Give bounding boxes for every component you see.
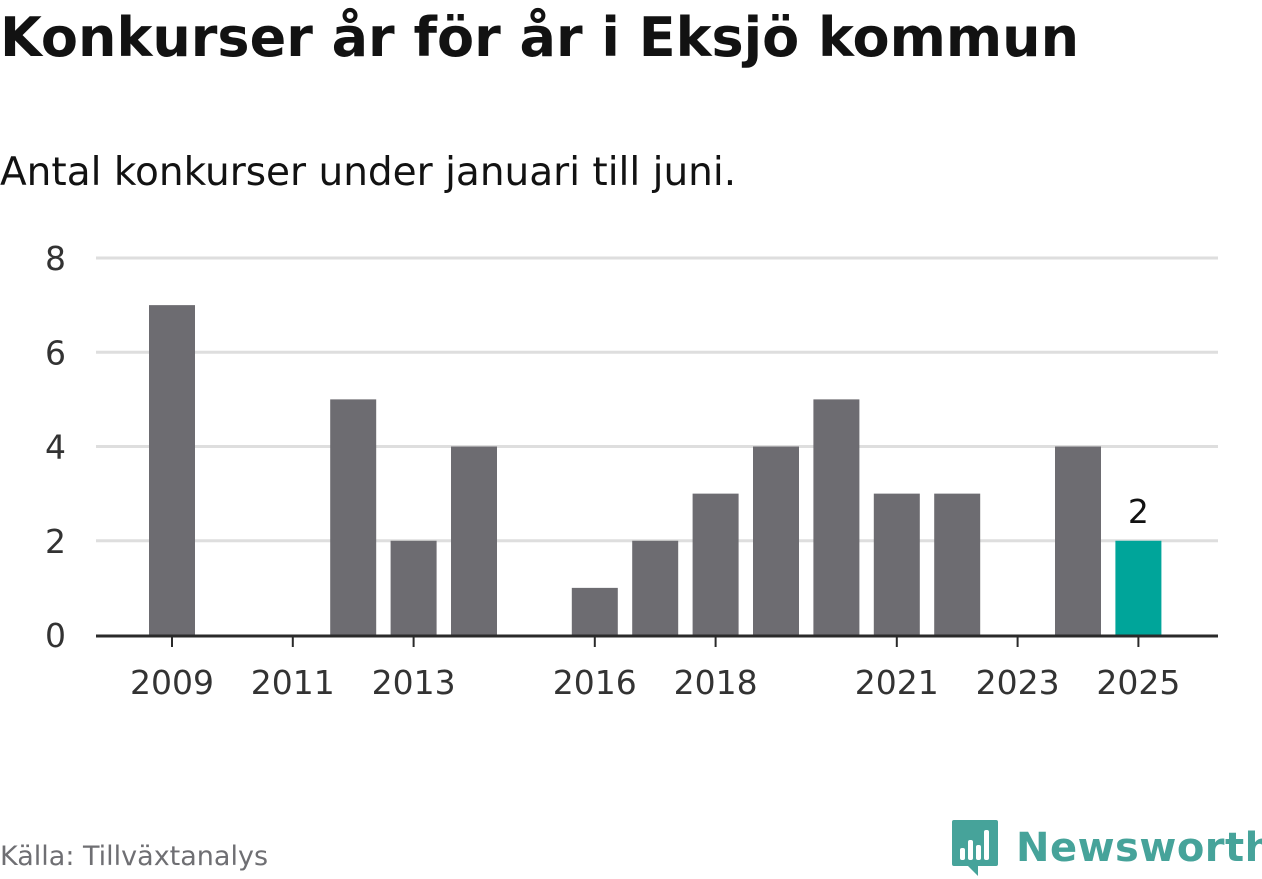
y-tick-label: 0 bbox=[45, 616, 66, 655]
bar-2009 bbox=[149, 305, 195, 635]
y-tick-label: 4 bbox=[45, 428, 66, 467]
bar-2022 bbox=[934, 493, 981, 635]
bar-2020 bbox=[813, 399, 860, 635]
bar-2018 bbox=[692, 493, 739, 635]
data-label-2025: 2 bbox=[1128, 492, 1149, 531]
x-tick-label: 2023 bbox=[976, 663, 1060, 702]
bar-2024 bbox=[1055, 446, 1101, 635]
bars bbox=[149, 305, 1162, 635]
x-tick-label: 2018 bbox=[674, 663, 758, 702]
bar-2025 bbox=[1115, 540, 1162, 635]
x-axis-ticks: 2009 2011 2013 2016 2018 2021 2023 2025 bbox=[130, 636, 1180, 702]
y-tick-label: 2 bbox=[45, 522, 66, 561]
bar-2021 bbox=[873, 493, 920, 635]
bar-2013 bbox=[390, 540, 437, 635]
y-tick-label: 8 bbox=[45, 239, 66, 278]
bar-2014 bbox=[451, 446, 497, 635]
bar-2012 bbox=[330, 399, 377, 635]
bar-2016 bbox=[571, 587, 618, 635]
bar-2017 bbox=[632, 540, 679, 635]
x-tick-label: 2025 bbox=[1096, 663, 1180, 702]
x-tick-label: 2021 bbox=[855, 663, 939, 702]
chart-subtitle: Antal konkurser under januari till juni. bbox=[0, 150, 737, 195]
y-axis-ticks: 0 2 4 6 8 bbox=[45, 239, 66, 655]
brand-name: Newsworthy bbox=[1016, 825, 1262, 871]
x-tick-label: 2011 bbox=[251, 663, 335, 702]
x-tick-label: 2009 bbox=[130, 663, 214, 702]
x-tick-label: 2013 bbox=[372, 663, 456, 702]
chart-title: Konkurser år för år i Eksjö kommun bbox=[0, 6, 1080, 69]
source-note: Källa: Tillväxtanalys bbox=[0, 841, 269, 872]
bar-2019 bbox=[753, 446, 799, 635]
newsworthy-logo: Newsworthy bbox=[950, 818, 1262, 878]
y-tick-label: 6 bbox=[45, 333, 66, 372]
bar-chart-speech-bubble-icon bbox=[952, 820, 998, 876]
grid-lines bbox=[96, 256, 1218, 543]
x-tick-label: 2016 bbox=[553, 663, 637, 702]
data-labels: 2 bbox=[1128, 492, 1149, 531]
